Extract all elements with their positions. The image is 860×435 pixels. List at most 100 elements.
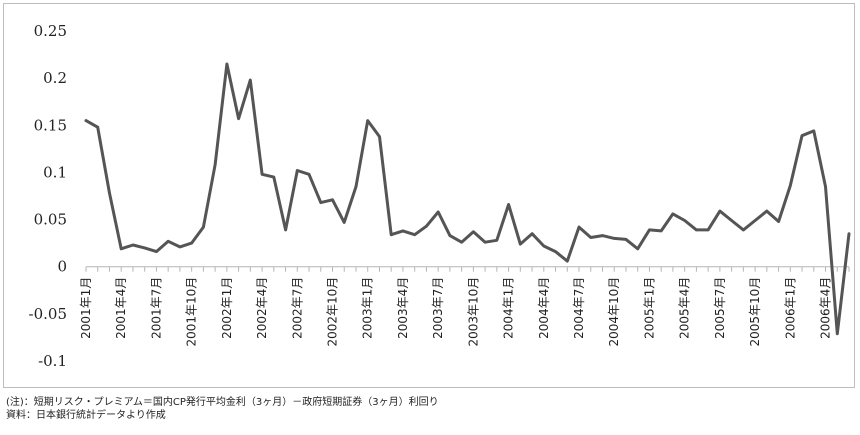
x-tick-label: 2004年4月 — [537, 277, 551, 339]
data-point — [718, 209, 722, 213]
y-tick-label: 0.05 — [34, 211, 67, 229]
data-point — [589, 236, 592, 239]
x-tick-label: 2006年1月 — [783, 277, 797, 339]
y-tick-label: 0 — [57, 258, 67, 276]
series-line — [84, 62, 851, 336]
data-point — [260, 173, 264, 176]
data-point — [777, 220, 780, 223]
data-point — [577, 225, 581, 229]
y-tick-label: 0.1 — [43, 163, 67, 181]
data-point — [343, 221, 346, 224]
x-tick-label: 2004年7月 — [572, 277, 586, 339]
data-point — [331, 198, 334, 201]
y-tick-label: 0.2 — [43, 69, 67, 87]
chart-frame: 0.25 0.2 0.15 0.1 0.05 0 -0.05 -0.1 2001年1月 2001年… — [3, 3, 855, 388]
x-tick-label: 2005年4月 — [678, 277, 692, 339]
chart-notes: (注)：短期リスク・プレミアム＝国内CP発行平均金利（3ヶ月）－政府短期証券（3… — [6, 396, 439, 422]
data-point — [730, 219, 733, 222]
x-tick-label: 2003年10月 — [466, 277, 480, 347]
data-point — [366, 119, 369, 122]
note-definition: (注)：短期リスク・プレミアム＝国内CP発行平均金利（3ヶ月）－政府短期証券（3… — [6, 397, 439, 408]
data-point — [155, 250, 158, 253]
data-point — [472, 230, 475, 234]
data-point — [225, 62, 229, 66]
x-tick-label: 2005年1月 — [642, 277, 656, 339]
data-point — [683, 219, 686, 222]
data-point — [671, 212, 675, 216]
data-point — [789, 184, 792, 187]
data-point — [202, 225, 205, 229]
x-tick-label: 2004年10月 — [607, 277, 621, 347]
data-point — [436, 210, 440, 214]
data-point — [108, 191, 111, 195]
data-point — [812, 129, 815, 133]
data-point — [284, 228, 287, 232]
data-point — [566, 259, 569, 263]
data-point — [695, 228, 698, 232]
data-point — [460, 241, 463, 244]
data-point — [296, 169, 299, 172]
x-tick-label: 2002年1月 — [220, 277, 234, 339]
data-point — [143, 246, 146, 250]
x-tick-label: 2002年7月 — [290, 277, 304, 339]
note-source: 資料：日本銀行統計データより作成 — [6, 410, 166, 421]
data-point — [84, 119, 88, 122]
x-tick-label: 2002年4月 — [255, 277, 269, 339]
data-point — [390, 233, 393, 236]
data-point — [249, 78, 252, 82]
data-point — [272, 175, 276, 179]
data-point — [542, 244, 545, 248]
line-chart: 0.25 0.2 0.15 0.1 0.05 0 -0.05 -0.1 2001年1月 2001年… — [29, 22, 851, 370]
data-point — [178, 245, 182, 249]
data-point — [483, 241, 487, 244]
data-point — [96, 125, 99, 129]
data-point — [624, 238, 628, 241]
data-point — [120, 247, 123, 250]
data-point — [495, 239, 499, 242]
x-tick-label: 2005年7月 — [713, 277, 727, 339]
data-point — [507, 203, 510, 206]
data-point — [319, 201, 322, 204]
y-tick-label: 0.25 — [34, 22, 67, 40]
data-point — [601, 234, 604, 237]
data-point — [519, 242, 522, 246]
x-tick-label: 2003年7月 — [431, 277, 445, 339]
x-tick-label: 2001年4月 — [114, 277, 128, 339]
data-point — [613, 237, 616, 240]
data-point — [413, 233, 416, 236]
data-point — [448, 234, 452, 237]
data-point — [166, 240, 170, 243]
data-point — [636, 247, 639, 250]
x-tick-label: 2003年4月 — [396, 277, 410, 339]
data-point — [354, 185, 358, 188]
data-point — [307, 173, 311, 176]
data-point — [378, 135, 381, 138]
data-point — [401, 229, 405, 233]
x-tick-label: 2001年1月 — [79, 277, 93, 339]
data-point — [753, 219, 757, 222]
data-point — [824, 185, 827, 188]
x-tick-label: 2005年10月 — [748, 277, 762, 347]
data-point — [765, 209, 769, 213]
x-tick-label: 2004年1月 — [502, 277, 516, 339]
data-point — [190, 241, 193, 245]
data-point — [648, 228, 651, 232]
data-point — [237, 117, 240, 120]
data-point — [836, 332, 839, 335]
x-tick-label: 2001年7月 — [149, 277, 163, 339]
data-point — [554, 250, 557, 253]
data-point — [131, 243, 135, 247]
data-point — [800, 134, 804, 137]
data-point — [425, 224, 428, 228]
data-point — [659, 229, 663, 233]
data-point — [530, 232, 534, 235]
data-point — [847, 232, 851, 235]
x-tick-label: 2006年4月 — [819, 277, 833, 339]
data-point — [213, 163, 217, 167]
x-tick-label: 2001年10月 — [185, 277, 199, 347]
data-point — [742, 228, 745, 232]
x-tick-label: 2003年1月 — [361, 277, 375, 339]
y-tick-label: 0.15 — [34, 116, 67, 134]
x-tick-label: 2002年10月 — [326, 277, 340, 347]
y-tick-label: -0.1 — [38, 352, 67, 370]
